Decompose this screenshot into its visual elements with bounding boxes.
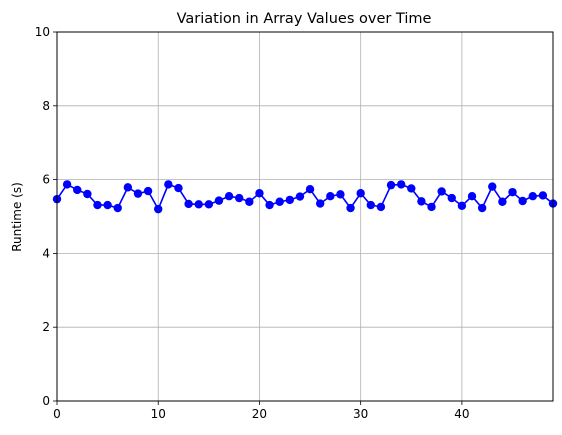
data-point (467, 192, 477, 201)
y-tick-label: 4 (42, 246, 50, 260)
chart-title: Variation in Array Values over Time (177, 11, 432, 27)
data-point (154, 204, 163, 214)
data-point (396, 180, 406, 189)
x-tick-label: 0 (53, 407, 61, 421)
data-point (73, 185, 82, 195)
y-tick-label: 6 (42, 173, 50, 187)
data-point (245, 197, 254, 206)
data-point (224, 192, 234, 201)
data-point (386, 180, 396, 190)
data-point (194, 200, 203, 209)
data-point (62, 180, 72, 189)
data-point (184, 199, 193, 209)
data-point (498, 197, 507, 206)
y-tick-label: 2 (42, 320, 50, 334)
data-point (356, 189, 365, 198)
data-point (528, 192, 537, 201)
y-tick-label: 10 (35, 25, 50, 39)
data-point (326, 192, 335, 201)
x-tick-label: 20 (252, 407, 267, 421)
data-point (508, 187, 517, 197)
data-point (538, 191, 548, 200)
data-point (366, 200, 375, 210)
series-line (52, 180, 558, 214)
data-point (214, 196, 224, 205)
data-point (305, 184, 315, 194)
data-point (447, 193, 456, 203)
y-axis-label: Runtime (s) (10, 182, 24, 252)
y-tick-label: 8 (42, 99, 50, 113)
data-point (255, 189, 264, 198)
data-point (235, 193, 244, 203)
x-tick-label: 10 (151, 407, 166, 421)
data-point (336, 190, 345, 199)
data-point (133, 189, 143, 198)
data-point (93, 200, 102, 210)
data-point (143, 186, 153, 196)
data-point (407, 184, 416, 193)
data-point (488, 182, 497, 191)
data-point (174, 183, 183, 193)
data-point (113, 203, 122, 213)
y-tick-label: 0 (42, 394, 50, 408)
data-point (285, 195, 295, 205)
data-point (417, 197, 426, 206)
data-point (346, 203, 355, 213)
data-point (83, 189, 92, 199)
data-point (265, 200, 274, 210)
data-point (427, 202, 436, 212)
data-point (204, 200, 214, 209)
data-point (518, 196, 527, 206)
data-point (315, 199, 325, 208)
data-point (437, 187, 446, 196)
data-point (275, 197, 284, 206)
data-point (457, 201, 467, 210)
axis-ticks: 0 10 20 30 40 0 2 4 6 8 10 (35, 25, 470, 421)
x-tick-label: 30 (353, 407, 368, 421)
data-point (295, 192, 305, 201)
grid (56, 31, 553, 402)
data-point (477, 203, 487, 213)
x-tick-label: 40 (454, 407, 469, 421)
data-point (103, 200, 112, 210)
data-point (376, 202, 386, 212)
plot-frame (56, 31, 554, 402)
data-point (164, 180, 173, 189)
data-point (123, 183, 133, 192)
